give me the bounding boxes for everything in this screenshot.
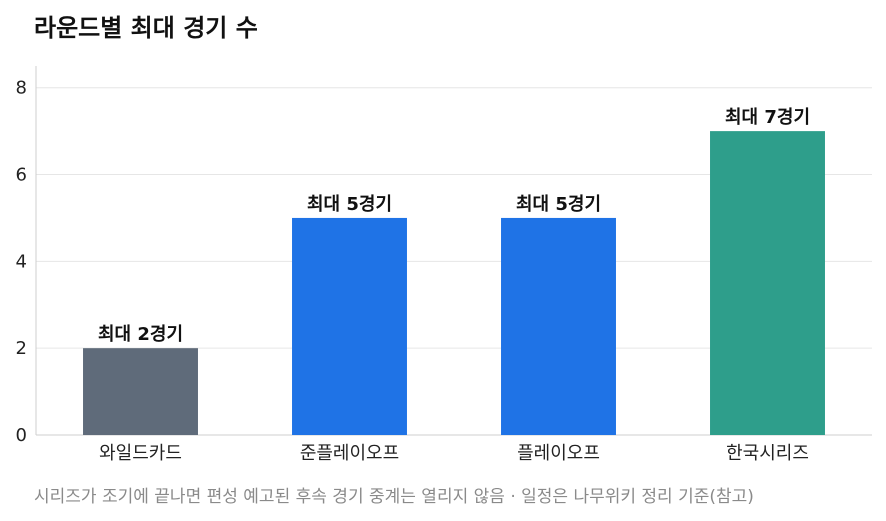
x-tick-label: 준플레이오프 (300, 443, 399, 464)
y-tick-label: 0 (16, 425, 27, 446)
bars (83, 131, 825, 435)
bar (83, 348, 198, 435)
bar-value-label: 최대 5경기 (516, 194, 601, 215)
bar (501, 217, 616, 435)
y-tick-label: 2 (16, 338, 27, 359)
bar (710, 131, 825, 435)
bar-value-label: 최대 2경기 (98, 324, 183, 345)
bar-value-label: 최대 5경기 (307, 194, 392, 215)
x-tick-label: 플레이오프 (517, 443, 600, 464)
bar-value-label: 최대 7경기 (725, 107, 810, 128)
bar (292, 217, 407, 435)
y-axis-ticks: 0 2 4 6 8 (16, 78, 27, 446)
data-labels: 최대 2경기 최대 5경기 최대 5경기 최대 7경기 (98, 107, 810, 345)
x-tick-label: 와일드카드 (99, 443, 182, 464)
chart-title: 라운드별 최대 경기 수 (34, 14, 258, 42)
x-tick-label: 한국시리즈 (726, 443, 809, 464)
y-tick-label: 8 (16, 78, 27, 99)
footnote: 시리즈가 조기에 끝나면 편성 예고된 후속 경기 중계는 열리지 않음 · 일… (34, 487, 754, 507)
y-tick-label: 4 (16, 251, 27, 272)
y-tick-label: 6 (16, 165, 27, 186)
x-axis-labels: 와일드카드 준플레이오프 플레이오프 한국시리즈 (99, 443, 809, 464)
